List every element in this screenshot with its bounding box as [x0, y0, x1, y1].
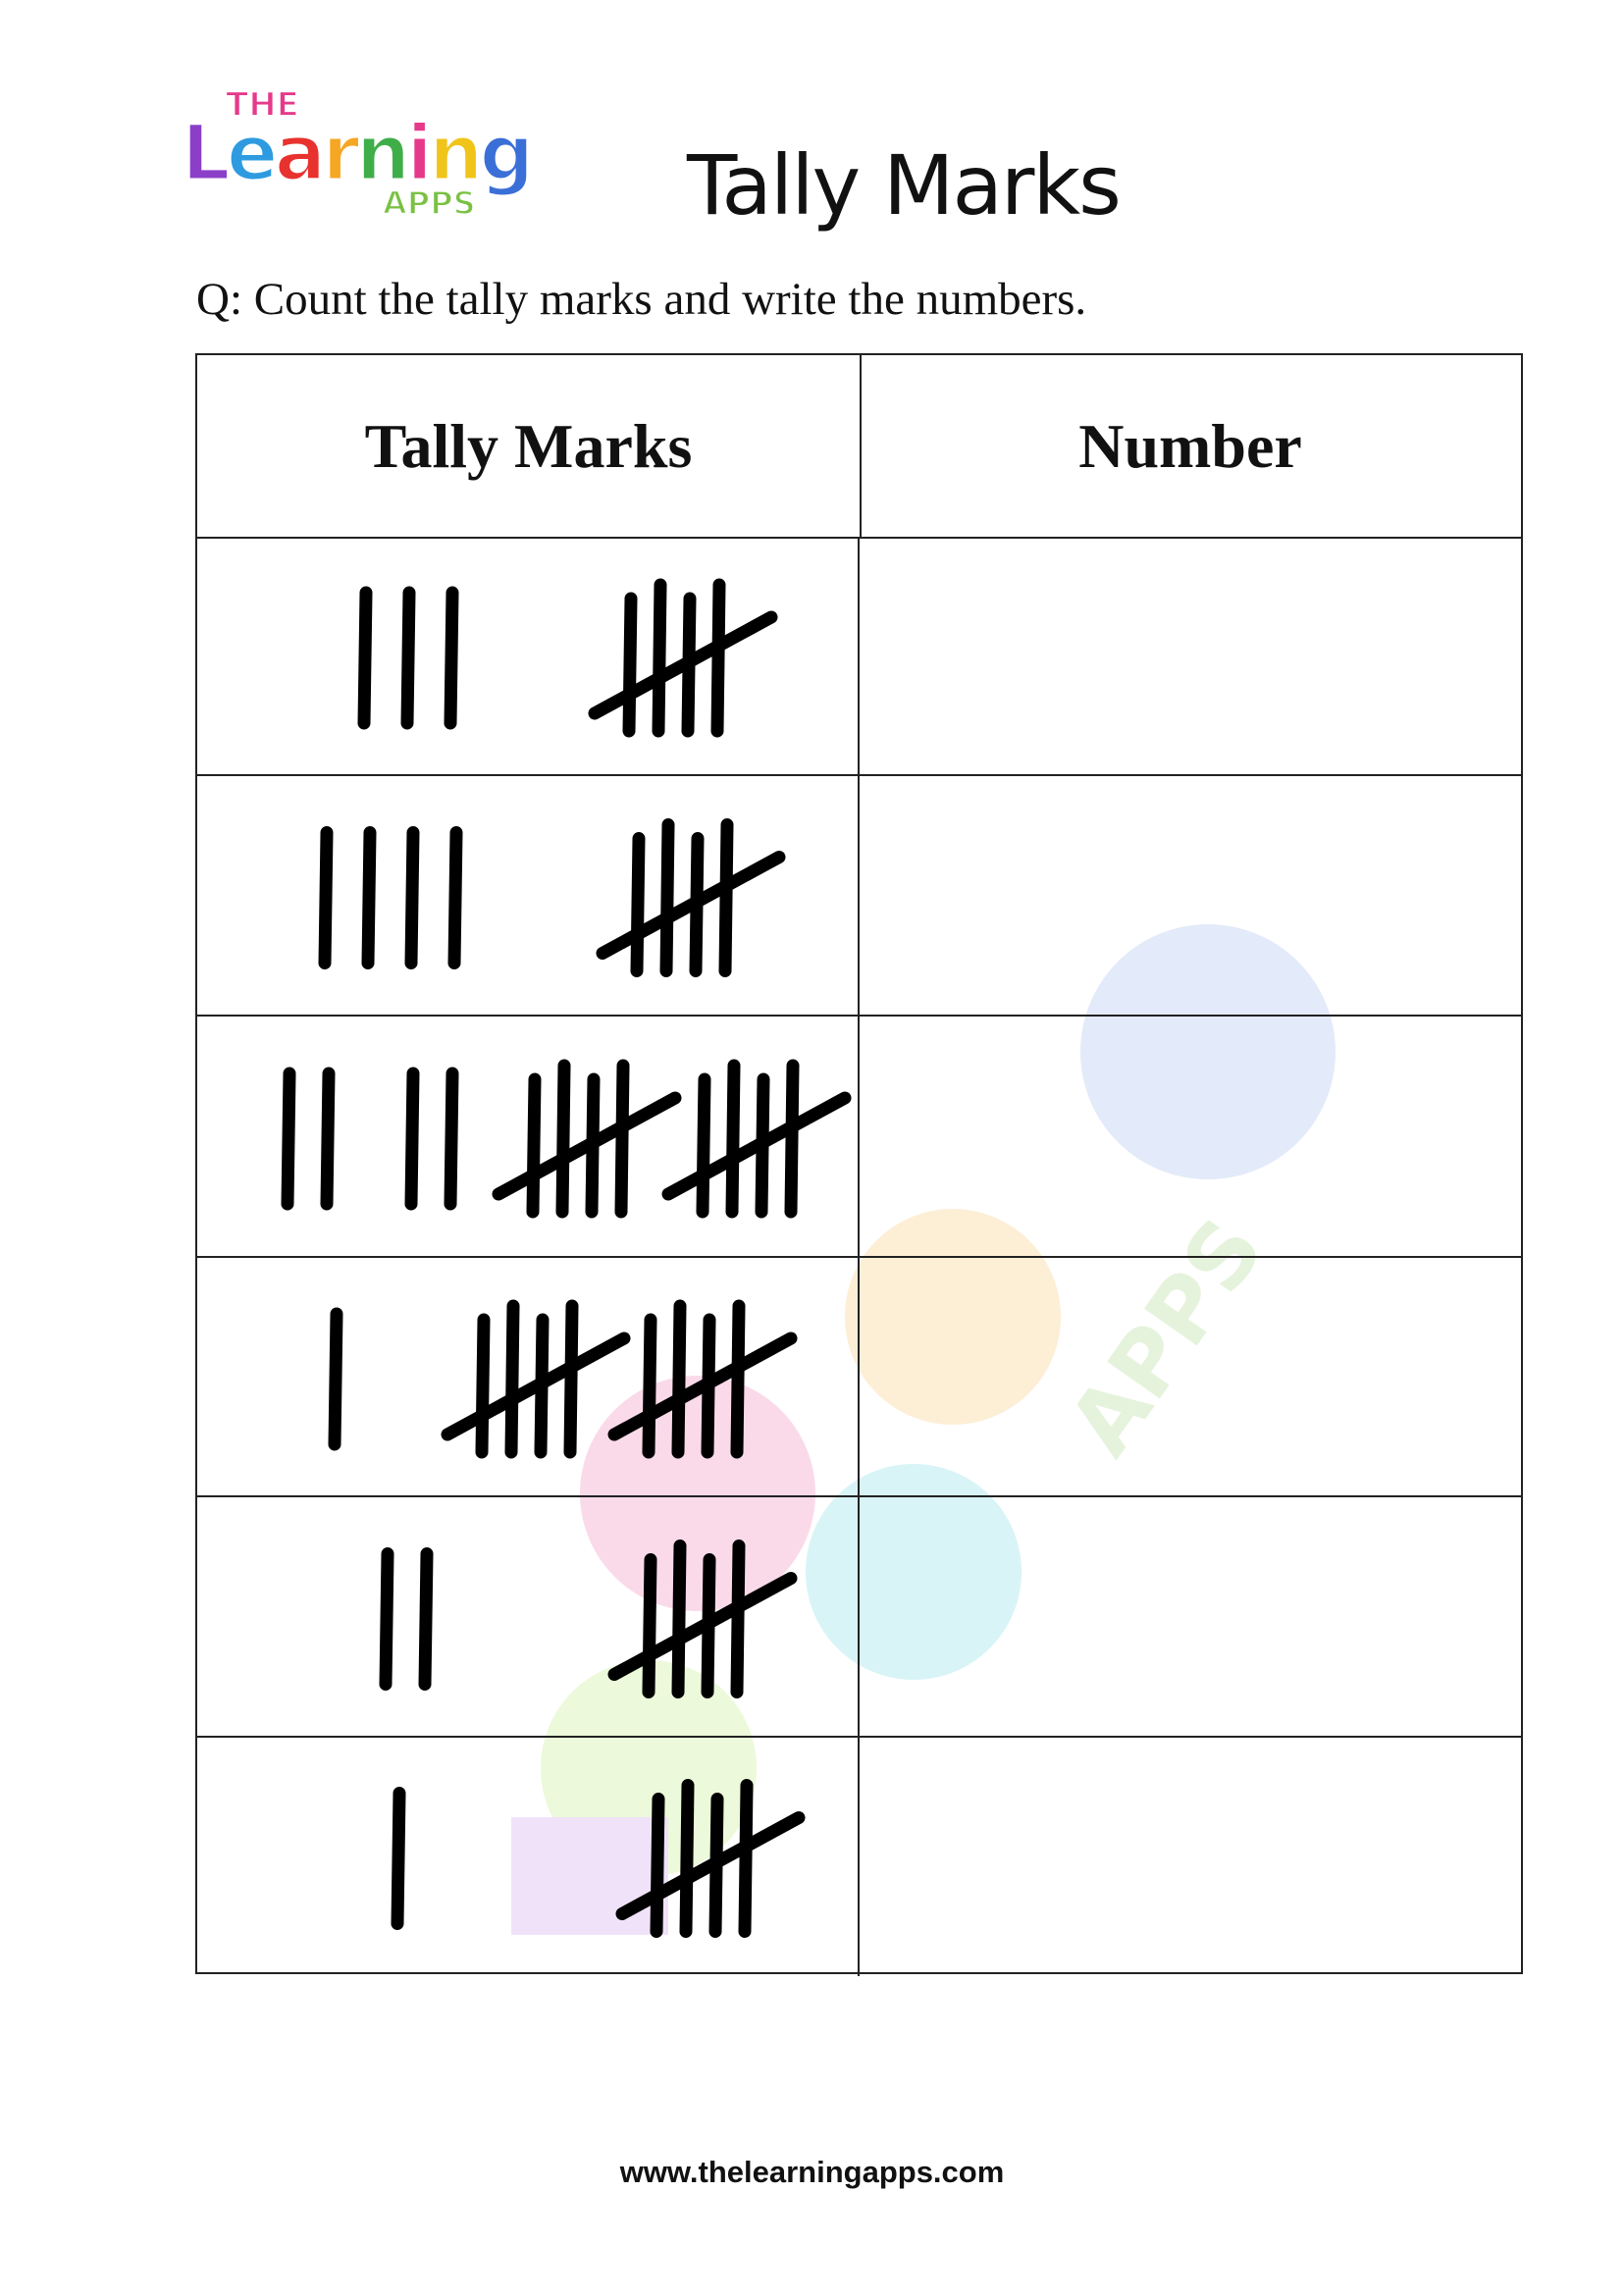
- svg-text:APPS: APPS: [383, 184, 476, 222]
- tally-cell: [197, 1738, 860, 1976]
- tally-stroke: [447, 826, 463, 969]
- tally-cross-stroke: [492, 1091, 682, 1201]
- number-answer-cell[interactable]: [860, 537, 1521, 776]
- number-answer-cell[interactable]: [860, 1497, 1521, 1738]
- tally-stroke: [418, 1547, 434, 1691]
- tally-stroke: [671, 1299, 687, 1459]
- tally-stroke: [475, 1313, 491, 1459]
- tally-stroke: [357, 586, 373, 730]
- tally-cross-stroke: [596, 851, 786, 960]
- tally-cross-stroke: [615, 1811, 806, 1920]
- tally-group-of-five: [607, 1299, 798, 1459]
- tally-cell: [197, 776, 860, 1017]
- tally-stroke: [526, 1072, 542, 1219]
- tally-group-of-five: [492, 1059, 682, 1219]
- question-text: Q: Count the tally marks and write the n…: [196, 274, 1087, 325]
- tally-table: APPS Tally Marks Number: [195, 353, 1523, 1976]
- tally-stroke: [563, 1299, 579, 1459]
- number-answer-cell[interactable]: [860, 1258, 1521, 1497]
- tally-group-of-five: [615, 1779, 806, 1938]
- number-answer-cell[interactable]: [860, 1017, 1521, 1258]
- tally-group: [357, 586, 459, 730]
- svg-text:Learning: Learning: [182, 110, 530, 198]
- tally-stroke: [725, 1059, 741, 1219]
- tally-stroke: [652, 578, 667, 738]
- tally-group: [281, 1067, 336, 1211]
- tally-stroke: [281, 1067, 296, 1211]
- tally-stroke: [622, 592, 638, 738]
- tally-stroke: [404, 826, 420, 969]
- tally-stroke: [650, 1793, 665, 1938]
- tally-group: [328, 1307, 343, 1451]
- tally-stroke: [361, 826, 377, 969]
- tally-cross-stroke: [607, 1331, 798, 1441]
- tally-stroke: [784, 1059, 800, 1219]
- tally-cell: [197, 1258, 860, 1497]
- tally-stroke: [504, 1299, 520, 1459]
- tally-stroke: [391, 1787, 406, 1930]
- tally-marks-drawing: [281, 578, 852, 1938]
- tally-stroke: [444, 586, 459, 730]
- tally-stroke: [710, 578, 726, 738]
- tally-group-of-five: [441, 1299, 631, 1459]
- tally-cross-stroke: [661, 1091, 852, 1201]
- tally-stroke: [718, 818, 734, 977]
- tally-group: [318, 826, 463, 969]
- tally-stroke: [730, 1299, 746, 1459]
- tally-stroke: [659, 818, 675, 977]
- svg-text:THE: THE: [226, 85, 299, 125]
- tally-cell: [197, 1017, 860, 1258]
- tally-stroke: [379, 1547, 394, 1691]
- header-number: Number: [860, 355, 1521, 539]
- tally-cell: [197, 1497, 860, 1738]
- tally-group-of-five: [588, 578, 778, 738]
- tally-cross-stroke: [588, 610, 778, 720]
- tally-stroke: [444, 1067, 459, 1211]
- tally-group: [379, 1547, 434, 1691]
- tally-cell: [197, 537, 860, 776]
- tally-stroke: [642, 1313, 657, 1459]
- tally-group: [404, 1067, 459, 1211]
- tally-stroke: [679, 1779, 695, 1938]
- tally-group: [391, 1787, 406, 1930]
- tally-group-of-five: [661, 1059, 852, 1219]
- number-answer-cell[interactable]: [860, 776, 1521, 1017]
- tally-stroke: [671, 1539, 687, 1698]
- tally-stroke: [642, 1553, 657, 1698]
- tally-group-of-five: [596, 818, 786, 977]
- tally-cross-stroke: [607, 1572, 798, 1681]
- tally-stroke: [738, 1779, 754, 1938]
- watermark-logo: APPS: [511, 924, 1336, 1935]
- tally-stroke: [630, 832, 646, 977]
- tally-stroke: [614, 1059, 630, 1219]
- tally-cross-stroke: [441, 1331, 631, 1441]
- tally-stroke: [555, 1059, 571, 1219]
- tally-stroke: [320, 1067, 336, 1211]
- tally-stroke: [328, 1307, 343, 1451]
- header-tally-marks: Tally Marks: [197, 355, 862, 539]
- tally-stroke: [696, 1072, 711, 1219]
- footer-website: www.thelearningapps.com: [619, 2155, 1005, 2189]
- page-title: Tally Marks: [687, 137, 1122, 234]
- tally-stroke: [400, 586, 416, 730]
- tally-group-of-five: [607, 1539, 798, 1698]
- tally-stroke: [404, 1067, 420, 1211]
- tally-stroke: [318, 826, 334, 969]
- the-learning-apps-logo: THE Learning APPS: [182, 84, 536, 223]
- tally-stroke: [730, 1539, 746, 1698]
